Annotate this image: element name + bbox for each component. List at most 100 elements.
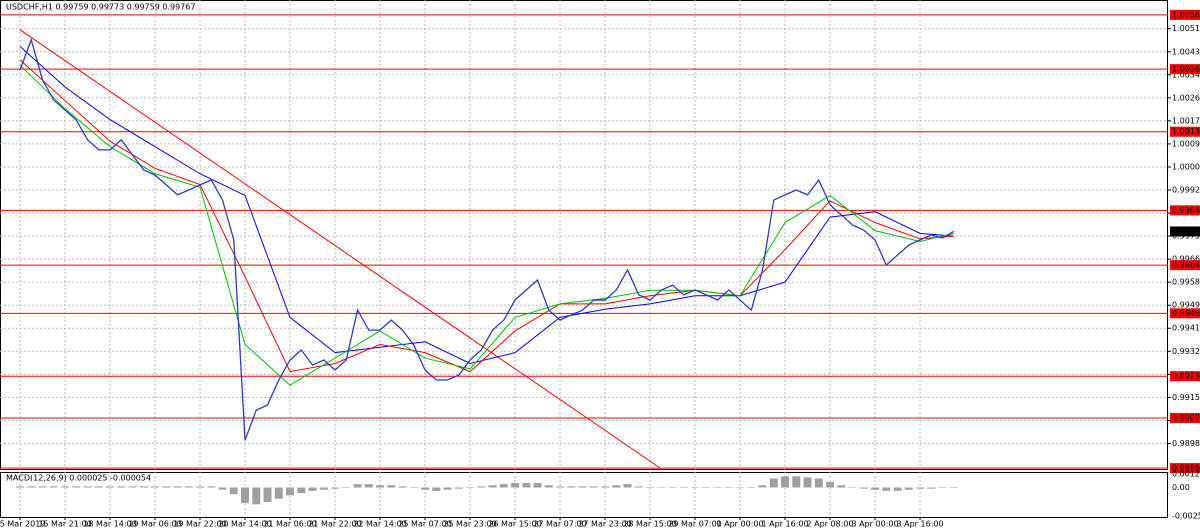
x-tick-label: 27 Mar 07:00: [533, 520, 586, 529]
macd-bar: [499, 484, 508, 488]
macd-bar: [691, 487, 700, 489]
moving-average: [19, 59, 954, 373]
x-tick-label: 1 Apr 00:00: [717, 520, 764, 529]
price-pane: [0, 0, 1168, 470]
macd-bar: [657, 487, 666, 489]
macd-bar: [331, 487, 340, 489]
current-price-label: 0.99767: [1172, 227, 1200, 236]
macd-bar: [938, 487, 947, 489]
y-tick-label: 0.99155: [1172, 393, 1200, 402]
macd-bar: [38, 486, 47, 488]
macd-tick-label: 0.00: [1172, 483, 1190, 492]
macd-bar: [387, 485, 396, 488]
level-label: 0.99079: [1172, 413, 1200, 422]
x-tick-label: 26 Mar 15:00: [488, 520, 541, 529]
x-tick-label: 15 Mar 21:00: [38, 520, 91, 529]
level-label-box: [1170, 205, 1200, 216]
macd-bar: [736, 487, 745, 489]
macd-bar: [409, 487, 418, 489]
x-tick-label: 19 Mar 06:00: [128, 520, 181, 529]
plot: [0, 14, 1168, 469]
macd-bar: [623, 484, 632, 488]
macd-bar: [229, 487, 238, 495]
macd-bar: [139, 486, 148, 488]
macd-bar: [207, 486, 216, 488]
macd-bar: [94, 486, 103, 488]
x-tick-label: 27 Mar 23:00: [578, 520, 631, 529]
x-tick-label: 25 Mar 07:00: [398, 520, 451, 529]
y-tick-label: 0.99325: [1172, 347, 1200, 356]
macd-bar: [151, 486, 160, 488]
moving-average: [19, 45, 954, 365]
macd-bar: [49, 486, 58, 488]
macd-tick-label: -0.002540: [1172, 512, 1200, 521]
macd-bar: [837, 485, 846, 488]
level-label: 0.99643: [1172, 261, 1200, 270]
macd-bar: [859, 487, 868, 489]
macd-bar: [274, 487, 283, 499]
macd-bar: [477, 486, 486, 488]
macd-bar: [454, 487, 463, 489]
macd-bar: [668, 487, 677, 489]
x-tick-label: 21 Mar 22:00: [308, 520, 361, 529]
macd-bar: [814, 478, 823, 488]
level-label: 0.99845: [1172, 206, 1200, 215]
x-tick-label: 2 Apr 08:00: [807, 520, 854, 529]
price-line: [19, 37, 955, 441]
macd-bar: [421, 487, 430, 490]
macd-bar: [286, 487, 295, 496]
macd-bar: [184, 486, 193, 488]
macd-bar: [128, 486, 137, 488]
macd-bar: [466, 487, 475, 489]
macd-bar: [533, 483, 542, 488]
macd-bar: [916, 487, 925, 489]
chart-title: USDCHF,H1 0.99759 0.99773 0.99759 0.9976…: [6, 3, 195, 12]
y-tick-label: 1.00515: [1172, 24, 1200, 33]
x-tick-label: 20 Mar 14:00: [218, 520, 271, 529]
macd-bar: [567, 486, 576, 488]
macd-bar: [162, 486, 171, 488]
macd-bar: [376, 485, 385, 488]
macd-bar: [488, 485, 497, 488]
macd-bar: [106, 486, 115, 488]
macd-bar: [364, 484, 373, 488]
macd-bar: [803, 477, 812, 488]
trendline: [19, 29, 661, 469]
macd-bar: [556, 486, 565, 488]
macd-bar: [218, 487, 227, 490]
level-label: 0.98894: [1172, 464, 1200, 473]
y-tick-label: 1.00345: [1172, 70, 1200, 79]
macd-bar: [263, 487, 272, 503]
level-label-box: [1170, 64, 1200, 75]
x-tick-label: 3 Apr 00:00: [852, 520, 899, 529]
macd-bar: [949, 487, 958, 489]
x-tick-label: 22 Mar 14:00: [353, 520, 406, 529]
x-tick-label: 29 Mar 07:00: [668, 520, 721, 529]
y-tick-label: 0.99665: [1172, 255, 1200, 264]
level-label-box: [1170, 126, 1200, 137]
macd-bar: [634, 486, 643, 488]
macd-bar: [342, 487, 351, 489]
macd-bar: [196, 486, 205, 488]
level-label-box: [1170, 412, 1200, 423]
level-label: 1.00135: [1172, 127, 1200, 136]
macd-bar: [117, 486, 126, 488]
macd-bar: [61, 486, 70, 488]
y-tick-label: 1.00260: [1172, 93, 1200, 102]
x-tick-label: 21 Mar 06:00: [263, 520, 316, 529]
macd-bar: [589, 486, 598, 488]
macd-bar: [27, 486, 36, 488]
x-tick-label: 25 Mar 23:00: [443, 520, 496, 529]
macd-pane: [0, 472, 1168, 518]
y-tick-label: 1.00090: [1172, 139, 1200, 148]
macd-bar: [927, 487, 936, 489]
macd-bar: [297, 487, 306, 494]
macd-bar: [612, 485, 621, 488]
y-tick-label: 1.00430: [1172, 47, 1200, 56]
macd-bar: [646, 487, 655, 489]
moving-average: [19, 64, 954, 386]
macd-bar: [893, 487, 902, 491]
